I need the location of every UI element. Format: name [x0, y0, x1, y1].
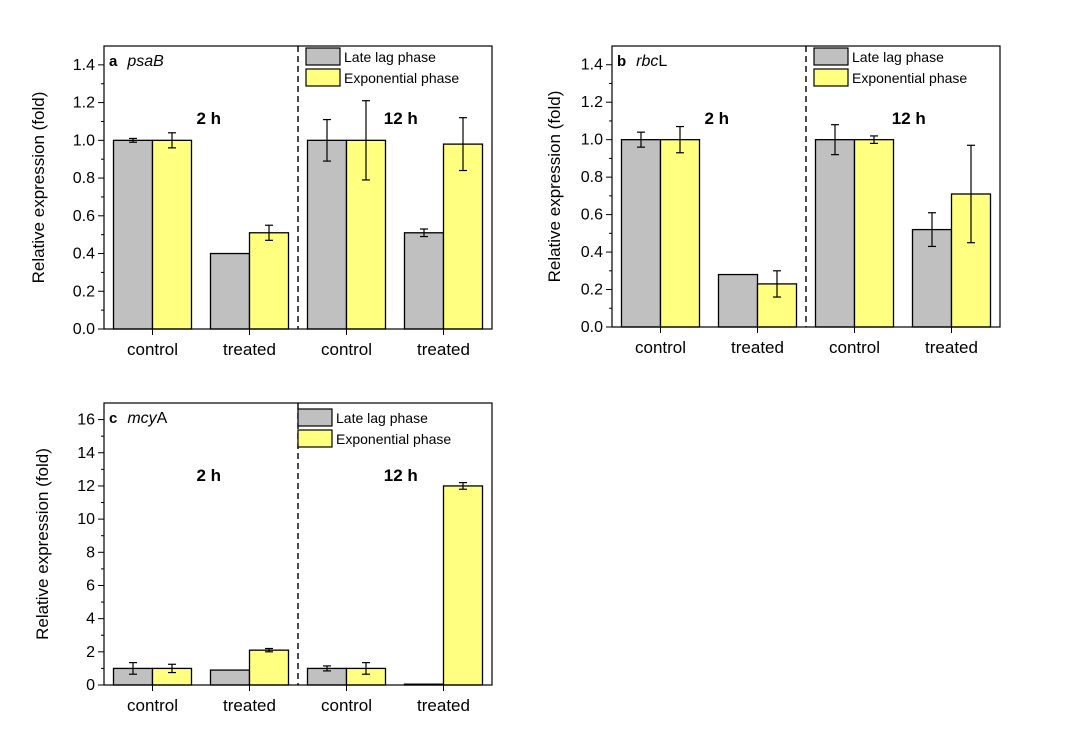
bar-c-exponential-phase-3	[442, 485, 484, 686]
y-tick-label: 12	[77, 478, 95, 495]
y-tick-label: 1.2	[73, 95, 95, 112]
chart-panel-b: control treated control treated 0.0 0.2 0.4 0.6…	[545, 45, 1001, 357]
x-tick-label-control: control	[321, 696, 372, 715]
legend-label-late-lag-phase: Late lag phase	[344, 49, 436, 65]
x-tick-label-control: control	[127, 696, 178, 715]
x-tick-label-treated: treated	[223, 696, 276, 715]
legend-swatch-late-lag-phase	[813, 47, 849, 66]
gene-name-italic: rbc	[636, 53, 658, 70]
legend-label-late-lag-phase: Late lag phase	[336, 410, 428, 426]
bar-a-exponential-phase-0	[151, 139, 193, 330]
y-tick-label: 1.4	[73, 57, 95, 74]
x-tick-label-treated: treated	[925, 338, 978, 357]
y-tick-label: 8	[86, 544, 95, 561]
y-tick-label: 1.2	[581, 94, 603, 111]
y-axis-label: Relative expression (fold)	[33, 448, 52, 640]
y-tick-label: 0.2	[581, 282, 603, 299]
y-tick-label: 4	[86, 611, 95, 628]
x-tick-label-control: control	[635, 338, 686, 357]
legend-swatch-late-lag-phase	[297, 408, 333, 427]
bar-a-late-lag-phase-2	[306, 139, 348, 330]
gene-name-italic: mcy	[127, 410, 157, 427]
y-tick-label: 1.4	[581, 57, 603, 74]
y-tick-label: 0.6	[581, 207, 603, 224]
y-tick-label: 0.8	[581, 169, 603, 186]
legend-swatch-exponential-phase	[297, 429, 333, 448]
panel-letter: c	[109, 410, 117, 427]
time-label-12h: 12 h	[384, 466, 418, 485]
time-label-2h: 2 h	[704, 109, 729, 128]
plot-frame	[103, 402, 493, 686]
y-tick-label: 16	[77, 412, 95, 429]
bar-b-late-lag-phase-0	[620, 139, 662, 328]
chart-panel-c: control treated control treated 0 2 4 6 8 10 12 14 1…	[33, 402, 493, 715]
y-tick-label: 14	[77, 445, 95, 462]
y-axis-label: Relative expression (fold)	[29, 92, 48, 284]
plot-frame	[103, 45, 493, 330]
bar-a-late-lag-phase-0	[112, 139, 154, 330]
panel-letter: a	[109, 53, 118, 70]
bar-a-exponential-phase-3	[442, 143, 484, 330]
time-label-2h: 2 h	[196, 466, 221, 485]
y-tick-label: 0.6	[73, 208, 95, 225]
panel-title: a psaB	[109, 53, 164, 70]
panel-title: b rbcL	[617, 53, 667, 70]
legend-swatch-late-lag-phase	[305, 47, 341, 66]
time-label-12h: 12 h	[384, 109, 418, 128]
y-tick-label: 0	[86, 677, 95, 694]
bar-b-late-lag-phase-1	[717, 273, 759, 328]
chart-panel-a: control treated control treated 0.0 0.2 0.4 0.6…	[29, 45, 493, 359]
bar-c-late-lag-phase-1	[209, 669, 251, 686]
x-tick-label-treated: treated	[417, 696, 470, 715]
y-tick-label: 0.0	[73, 321, 95, 338]
y-tick-label: 0.0	[581, 319, 603, 336]
y-tick-label: 1.0	[73, 132, 95, 149]
legend-swatch-exponential-phase	[813, 68, 849, 87]
gene-name-suffix: L	[658, 53, 667, 70]
plot-frame	[611, 45, 1001, 328]
y-tick-label: 0.2	[73, 283, 95, 300]
gene-name-italic: psaB	[126, 53, 164, 70]
x-tick-label-treated: treated	[731, 338, 784, 357]
x-tick-label-control: control	[127, 340, 178, 359]
bar-b-late-lag-phase-2	[814, 139, 856, 328]
y-tick-label: 0.4	[581, 244, 603, 261]
y-tick-label: 2	[86, 644, 95, 661]
time-label-12h: 12 h	[892, 109, 926, 128]
bar-c-exponential-phase-1	[248, 649, 290, 686]
bar-b-exponential-phase-2	[853, 139, 895, 328]
x-tick-label-control: control	[321, 340, 372, 359]
x-tick-label-treated: treated	[417, 340, 470, 359]
y-tick-label: 1.0	[581, 132, 603, 149]
y-tick-label: 10	[77, 511, 95, 528]
time-label-2h: 2 h	[196, 109, 221, 128]
bar-b-exponential-phase-0	[659, 139, 701, 328]
gene-name-suffix: A	[157, 410, 168, 427]
panel-letter: b	[617, 53, 626, 70]
bar-a-late-lag-phase-1	[209, 252, 251, 330]
bar-a-exponential-phase-1	[248, 232, 290, 330]
legend-label-exponential-phase: Exponential phase	[852, 70, 967, 86]
x-tick-label-treated: treated	[223, 340, 276, 359]
x-tick-label-control: control	[829, 338, 880, 357]
y-axis-label: Relative expression (fold)	[545, 91, 564, 283]
legend-label-exponential-phase: Exponential phase	[344, 70, 459, 86]
y-tick-label: 0.8	[73, 170, 95, 187]
panel-title: c mcyA	[109, 410, 168, 427]
y-tick-label: 0.4	[73, 246, 95, 263]
legend-label-late-lag-phase: Late lag phase	[852, 49, 944, 65]
legend-label-exponential-phase: Exponential phase	[336, 431, 451, 447]
y-tick-label: 6	[86, 577, 95, 594]
bar-a-late-lag-phase-3	[403, 232, 445, 330]
legend-swatch-exponential-phase	[305, 68, 341, 87]
